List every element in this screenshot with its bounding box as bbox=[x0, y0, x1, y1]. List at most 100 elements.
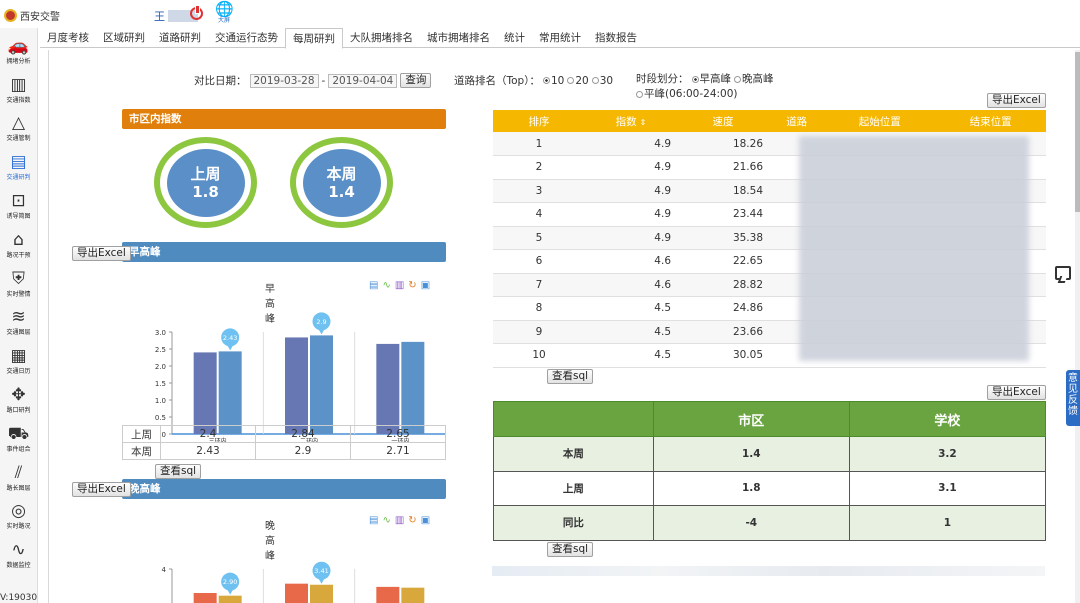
sort-icon[interactable]: ⇕ bbox=[639, 117, 647, 127]
cell-rank: 1 bbox=[493, 132, 585, 156]
y-tick-label: 3.0 bbox=[155, 329, 166, 337]
column-header-label: 指数 bbox=[615, 115, 637, 128]
chat-icon[interactable] bbox=[1055, 266, 1071, 280]
callout-pointer bbox=[226, 587, 235, 595]
cell-city: 1.8 bbox=[652, 470, 850, 506]
export-excel-evening-button[interactable]: 导出Excel bbox=[72, 482, 131, 497]
y-tick-label: 4 bbox=[162, 566, 167, 574]
this-week-circle: 本周 1.4 bbox=[302, 148, 381, 217]
view-sql-ranking-button[interactable]: 查看sql bbox=[547, 369, 594, 384]
radio-dot-icon bbox=[542, 77, 550, 84]
bar-chart-icon[interactable]: ▥ bbox=[394, 280, 405, 291]
query-button[interactable]: 查询 bbox=[400, 73, 432, 88]
cell-rank: 9 bbox=[493, 320, 585, 344]
save-image-icon[interactable]: ▣ bbox=[420, 515, 431, 526]
period-radio-2[interactable]: 平峰(06:00-24:00) bbox=[636, 88, 738, 100]
sidebar-item-8[interactable]: ▦ 交通日历 bbox=[0, 338, 37, 377]
scrollbar-thumb[interactable] bbox=[1075, 52, 1080, 212]
table-row: 上周 1.8 3.1 bbox=[493, 470, 1047, 506]
radio-dot-icon bbox=[591, 77, 599, 84]
data-view-icon[interactable]: ▤ bbox=[369, 515, 379, 526]
tab-4[interactable]: 每周研判 bbox=[285, 28, 343, 49]
tab-1[interactable]: 区域研判 bbox=[103, 32, 145, 44]
sidebar-item-0[interactable]: 🚗 拥堵分析 bbox=[0, 28, 37, 67]
callout-bubble bbox=[221, 328, 240, 347]
sidebar-item-6[interactable]: ⛨ 实时警情 bbox=[0, 261, 37, 300]
logout-power-icon[interactable] bbox=[190, 5, 203, 20]
monitor-icon: ∿ bbox=[11, 540, 26, 561]
date-to-input[interactable]: 2019-04-04 bbox=[328, 73, 398, 88]
export-excel-morning-button[interactable]: 导出Excel bbox=[72, 246, 131, 261]
y-tick-label: 2.0 bbox=[155, 363, 166, 371]
table-header-row: 市区 学校 bbox=[493, 401, 1047, 437]
road-icon: ⌂ bbox=[13, 229, 24, 250]
refresh-icon[interactable]: ↻ bbox=[408, 515, 417, 526]
sidebar-item-2[interactable]: △ 交通管制 bbox=[0, 106, 37, 145]
sidebar-item-12[interactable]: ◎ 实时路况 bbox=[0, 494, 37, 533]
sidebar-item-11[interactable]: ⫽ 路长图层 bbox=[0, 455, 37, 494]
data-view-icon[interactable]: ▤ bbox=[369, 280, 379, 291]
period-radio-0[interactable]: 早高峰 bbox=[691, 73, 732, 85]
bar-chart-icon[interactable]: ▥ bbox=[394, 515, 405, 526]
tab-3[interactable]: 交通运行态势 bbox=[215, 32, 278, 44]
sidebar-item-5[interactable]: ⌂ 路况干预 bbox=[0, 222, 37, 261]
date-from-input[interactable]: 2019-03-28 bbox=[249, 73, 319, 88]
period-radio-1[interactable]: 晚高峰 bbox=[734, 73, 774, 85]
sidebar-item-1[interactable]: ▥ 交通指数 bbox=[0, 67, 37, 106]
save-image-icon[interactable]: ▣ bbox=[420, 280, 431, 291]
column-header-2: 学校 bbox=[848, 401, 1047, 437]
top-bar: 西安交警 王 🌐 大屏 bbox=[0, 0, 1080, 28]
view-sql-morning-button[interactable]: 查看sql bbox=[155, 464, 202, 479]
sidebar-item-13[interactable]: ∿ 数据监控 bbox=[0, 532, 37, 571]
export-excel-comparison-button[interactable]: 导出Excel bbox=[987, 385, 1046, 400]
refresh-icon[interactable]: ↻ bbox=[408, 280, 417, 291]
sidebar-item-4[interactable]: ⊡ 诱导简图 bbox=[0, 183, 37, 222]
cell-index: 4.9 bbox=[585, 202, 677, 227]
bar-本周-一环内 bbox=[401, 341, 425, 434]
column-header-label: 起始位置 bbox=[858, 115, 901, 128]
column-header-0: 排序 bbox=[493, 110, 585, 132]
top-radio-1[interactable]: 20 bbox=[567, 75, 589, 87]
app-name: 西安交警 bbox=[20, 12, 60, 23]
feedback-button[interactable]: 意见反馈 bbox=[1066, 370, 1080, 426]
bar-上周-三环内 bbox=[193, 593, 217, 603]
sidebar-item-9[interactable]: ✥ 路口研判 bbox=[0, 377, 37, 416]
bar-本周-三环内 bbox=[218, 595, 242, 603]
globe-icon[interactable]: 🌐 大屏 bbox=[215, 0, 234, 24]
line-chart-icon[interactable]: ∿ bbox=[382, 515, 391, 526]
top-radio-2[interactable]: 30 bbox=[591, 75, 613, 87]
tab-9[interactable]: 指数报告 bbox=[595, 32, 637, 44]
last-week-circle: 上周 1.8 bbox=[166, 148, 245, 217]
evening-chart-title: 晚高峰 bbox=[265, 521, 275, 562]
export-excel-ranking-button[interactable]: 导出Excel bbox=[987, 93, 1046, 108]
callout-bubble bbox=[221, 572, 240, 591]
this-week-label: 本周 bbox=[326, 164, 357, 183]
period-radio-label: 早高峰 bbox=[699, 73, 732, 85]
tab-2[interactable]: 道路研判 bbox=[159, 32, 201, 44]
cell-city: 1.4 bbox=[652, 436, 850, 472]
globe-label: 大屏 bbox=[217, 17, 230, 24]
city-index-header: 市区内指数 bbox=[122, 109, 446, 129]
user-name-text: 王 bbox=[154, 10, 165, 23]
top-radio-0[interactable]: 10 bbox=[542, 75, 564, 87]
tab-0[interactable]: 月度考核 bbox=[47, 32, 89, 44]
sidebar-item-3[interactable]: ▤ 交通研判 bbox=[0, 144, 37, 183]
page-scrollbar[interactable] bbox=[1075, 50, 1080, 603]
cell-speed: 28.82 bbox=[677, 273, 769, 297]
signboard-icon: ⊡ bbox=[11, 190, 26, 211]
line-chart-icon[interactable]: ∿ bbox=[382, 280, 391, 291]
sidebar-item-10[interactable]: ⛟ 事件组合 bbox=[0, 416, 37, 455]
sidebar-item-label: 拥堵分析 bbox=[6, 57, 31, 65]
tab-6[interactable]: 城市拥堵排名 bbox=[427, 32, 490, 44]
view-sql-comparison-button[interactable]: 查看sql bbox=[547, 542, 594, 557]
tab-8[interactable]: 常用统计 bbox=[539, 32, 581, 44]
sidebar-item-7[interactable]: ≋ 交通图层 bbox=[0, 300, 37, 339]
callout-label: 2.9 bbox=[316, 318, 326, 326]
tab-7[interactable]: 统计 bbox=[504, 32, 525, 44]
map-preview[interactable] bbox=[492, 566, 1045, 576]
column-header-1[interactable]: 指数 ⇕ bbox=[585, 110, 677, 132]
callout-pointer bbox=[317, 576, 326, 584]
tab-5[interactable]: 大队拥堵排名 bbox=[350, 32, 413, 44]
city-school-comparison-table: 市区 学校 本周 1.4 3.2 上周 1.8 3.1 同比 -4 1 bbox=[493, 401, 1047, 541]
